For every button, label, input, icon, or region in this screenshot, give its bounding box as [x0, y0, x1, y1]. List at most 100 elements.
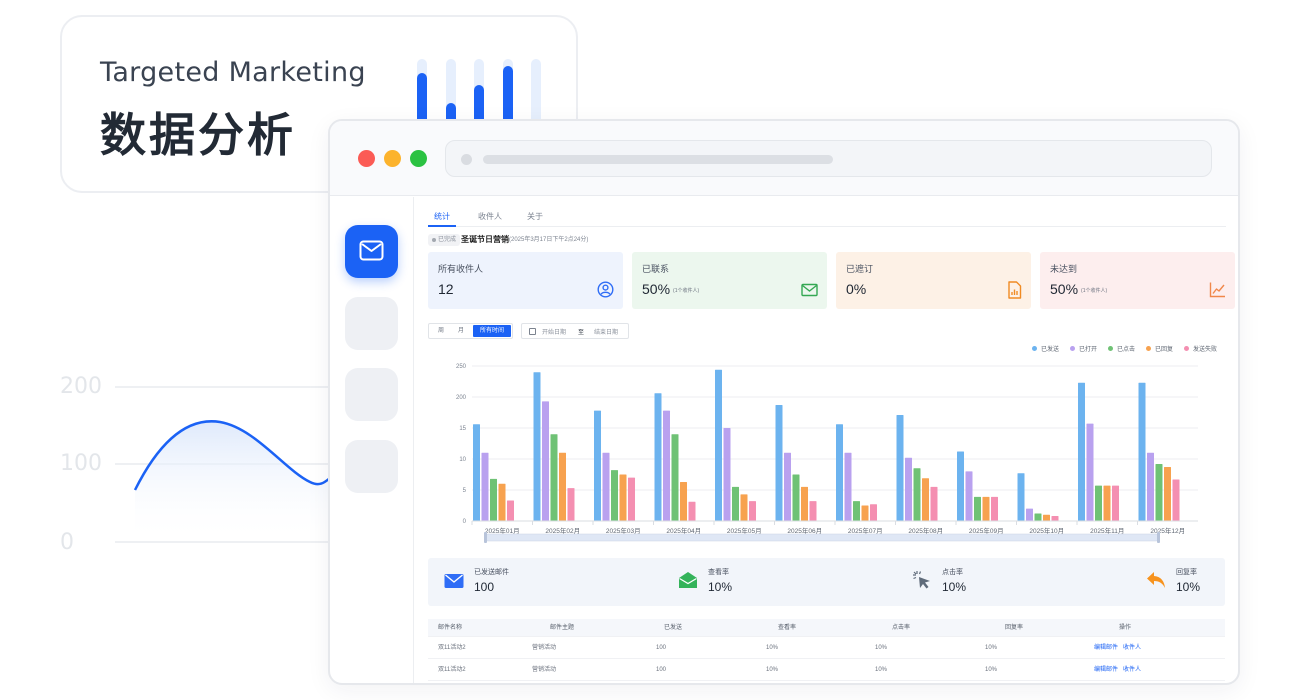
bg-axis-label: 200 [60, 374, 102, 399]
minimize-window-button[interactable] [384, 150, 401, 167]
tab-recipients[interactable]: 收件人 [478, 212, 502, 221]
bar [740, 494, 748, 521]
bar [792, 474, 800, 521]
bar [533, 372, 541, 521]
x-tick-label: 2025年03月 [606, 526, 641, 535]
site-info-icon [461, 154, 472, 165]
x-tick-label: 2025年09月 [969, 526, 1004, 535]
bar [861, 505, 869, 521]
bg-axis-label: 100 [60, 451, 102, 476]
bar [473, 424, 480, 521]
sidebar-placeholder-button[interactable] [345, 297, 398, 350]
legend-item[interactable]: 已打开 [1070, 344, 1097, 353]
recipients-link[interactable]: 收件人 [1123, 667, 1142, 673]
maximize-window-button[interactable] [410, 150, 427, 167]
bar-chart: 250 200 15 10 5 0 2025年01月 2025年02月 2025年03月 2025… [456, 364, 1198, 543]
bar [490, 478, 497, 521]
end-date-input[interactable]: 结束日期 [594, 330, 619, 336]
edit-email-link[interactable]: 编辑邮件 [1094, 667, 1119, 673]
legend-item[interactable]: 已点击 [1108, 344, 1135, 353]
table-row: 双11活动2 营销活动 100 10% 10% 10% 编辑邮件 收件人 [428, 637, 1225, 659]
sidebar-placeholder-button[interactable] [345, 440, 398, 493]
bar [732, 486, 739, 521]
y-tick-label: 200 [456, 395, 467, 401]
chart-legend: 已发送 已打开 已点击 已回复 发送失败 [1032, 344, 1228, 354]
period-month-button[interactable]: 月 [457, 328, 464, 334]
bg-axis-label: 0 [60, 530, 74, 555]
sidebar-mail-button[interactable] [345, 225, 398, 278]
cell-subject: 营销活动 [532, 645, 557, 651]
bar [853, 501, 860, 521]
campaign-date: (2025年3月17日下午2点24分) [509, 237, 589, 243]
bar [567, 488, 575, 521]
bar [844, 452, 852, 521]
recipients-link[interactable]: 收件人 [1123, 645, 1142, 651]
bar [905, 457, 912, 521]
legend-item[interactable]: 发送失败 [1184, 344, 1217, 353]
summary-label: 已发送邮件 [474, 569, 509, 576]
tab-about[interactable]: 关于 [527, 212, 543, 221]
summary-value: 100 [474, 580, 495, 594]
sidebar-placeholder-button[interactable] [345, 368, 398, 421]
slider-handle-left[interactable] [484, 532, 487, 543]
hero-subtitle: Targeted Marketing [100, 57, 366, 88]
browser-window: 统计 收件人 关于 已完成 圣诞节日营销 (2025年3月17日下午2点24分)… [328, 119, 1240, 685]
column-header: 已发送 [664, 625, 683, 631]
stat-card-contacted: 已联系 50% (1个收件人) [632, 252, 827, 309]
stat-card-unreached: 未达到 50% (1个收件人) [1040, 252, 1235, 309]
tab-statistics[interactable]: 统计 [434, 212, 450, 221]
bar [507, 500, 514, 521]
legend-swatch [1070, 346, 1075, 351]
bar [481, 452, 489, 521]
start-date-input[interactable]: 开始日期 [542, 330, 567, 336]
stat-note: (1个收件人) [1081, 287, 1108, 294]
legend-swatch [1184, 346, 1189, 351]
period-segmented-control: 周 月 所有时间 [428, 323, 513, 339]
summary-value: 10% [942, 580, 967, 594]
x-tick-label: 2025年01月 [485, 526, 520, 535]
summary-strip: 已发送邮件 100 查看率 10% 点击率 10% [428, 558, 1225, 606]
bar [1026, 508, 1033, 521]
bar [654, 393, 662, 521]
cell-reply-rate: 10% [985, 667, 998, 673]
bar [1095, 485, 1102, 521]
chart-range-slider[interactable] [485, 533, 1159, 542]
period-all-time-button[interactable]: 所有时间 [473, 325, 511, 337]
legend-item[interactable]: 已回复 [1146, 344, 1173, 353]
bar [619, 474, 627, 521]
edit-email-link[interactable]: 编辑邮件 [1094, 645, 1119, 651]
stat-value: 50% (1个收件人) [1050, 281, 1108, 297]
date-range-picker[interactable]: 开始日期 至 结束日期 [521, 323, 629, 339]
bar [671, 434, 679, 521]
stat-card-unsubscribed: 已遮订 0% [836, 252, 1031, 309]
hero-card: Targeted Marketing 数据分析 [60, 15, 578, 193]
bar [1155, 463, 1163, 521]
column-header: 点击率 [892, 625, 911, 631]
table-row: 双11活动2 营销活动 100 10% 10% 10% 编辑邮件 收件人 [428, 659, 1225, 681]
bar [1043, 514, 1050, 521]
trend-icon [1209, 282, 1225, 298]
background-curve [115, 386, 355, 543]
bar [723, 428, 731, 521]
column-header: 邮件主题 [550, 625, 575, 631]
bar [957, 451, 964, 521]
stat-value: 12 [438, 281, 454, 297]
date-range-separator: 至 [578, 330, 585, 336]
cell-sent: 100 [656, 667, 667, 673]
address-bar[interactable] [445, 140, 1212, 177]
period-week-button[interactable]: 周 [437, 328, 444, 334]
cell-subject: 营销活动 [532, 667, 557, 673]
close-window-button[interactable] [358, 150, 375, 167]
summary-value: 10% [708, 580, 733, 594]
bar [1103, 485, 1111, 521]
legend-item[interactable]: 已发送 [1032, 344, 1059, 353]
mail-icon [359, 240, 384, 261]
hero-title: 数据分析 [100, 108, 296, 162]
bar [974, 496, 981, 521]
slider-handle-right[interactable] [1157, 532, 1160, 543]
bar [594, 410, 601, 521]
window-titlebar [330, 121, 1238, 196]
y-tick-label: 10 [459, 457, 466, 463]
column-header: 邮件名称 [438, 625, 463, 631]
summary-value: 10% [1176, 580, 1201, 594]
